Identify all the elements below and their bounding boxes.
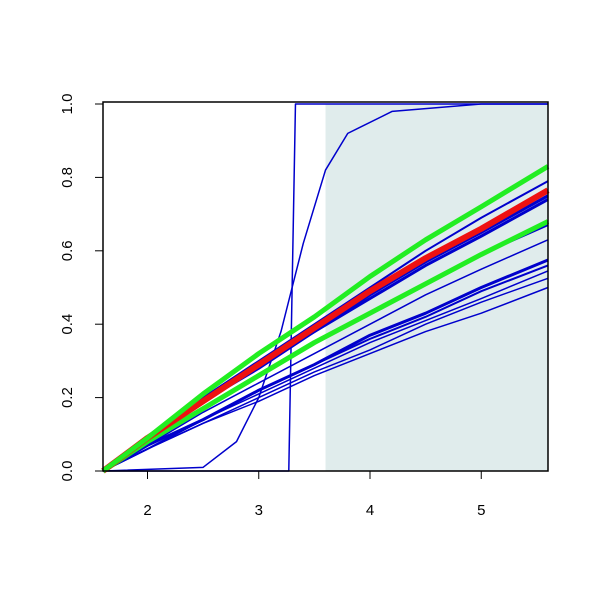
series-line bbox=[101, 219, 550, 474]
series-line bbox=[102, 286, 549, 472]
y-tick-label: 1.0 bbox=[59, 94, 76, 115]
shaded-region bbox=[325, 104, 548, 471]
y-tick-label: 0.2 bbox=[59, 387, 76, 408]
x-tick-label: 3 bbox=[255, 502, 263, 519]
series-line bbox=[102, 103, 548, 472]
y-tick-label: 0.0 bbox=[59, 461, 76, 482]
y-tick-label: 0.4 bbox=[59, 314, 76, 335]
x-tick-label: 5 bbox=[477, 502, 485, 519]
series-line bbox=[101, 164, 550, 474]
series-line bbox=[102, 270, 549, 472]
plot-frame bbox=[102, 101, 549, 472]
x-tick-label: 4 bbox=[366, 502, 374, 519]
series-line bbox=[102, 239, 549, 472]
y-tick-label: 0.6 bbox=[59, 240, 76, 261]
y-tick-label: 0.8 bbox=[59, 167, 76, 188]
x-tick-label: 2 bbox=[143, 502, 151, 519]
